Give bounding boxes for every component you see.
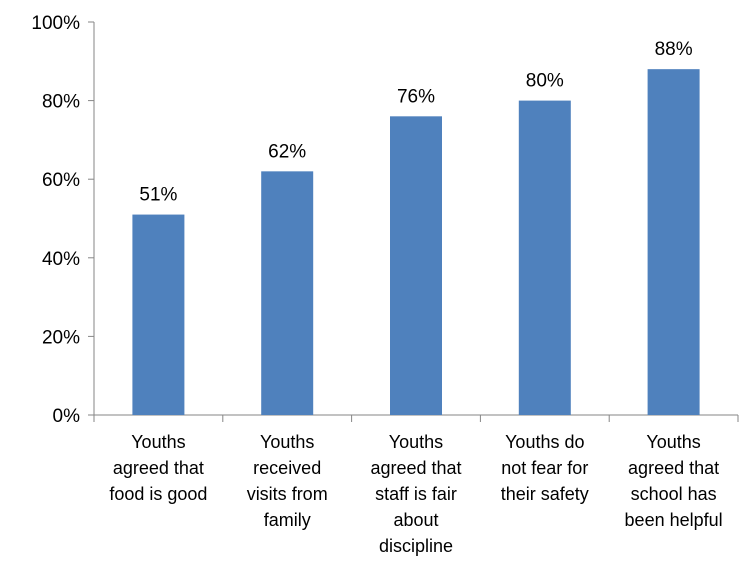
y-tick-label: 80% <box>42 92 80 113</box>
category-label-line: their safety <box>501 484 589 504</box>
data-label: 76% <box>397 86 435 107</box>
data-label: 51% <box>139 185 177 206</box>
category-label-line: Youths <box>646 432 700 452</box>
data-label: 80% <box>526 71 564 92</box>
category-label-line: Youths <box>389 432 443 452</box>
bar <box>261 171 314 415</box>
category-label-line: been helpful <box>625 510 723 530</box>
y-tick-label: 20% <box>42 327 80 348</box>
y-tick-label: 0% <box>53 406 81 427</box>
y-tick-label: 60% <box>42 170 80 191</box>
category-label-line: staff is fair <box>375 484 457 504</box>
data-label: 88% <box>655 39 693 60</box>
category-label-line: discipline <box>379 536 453 556</box>
x-axis <box>93 414 739 422</box>
category-label-line: school has <box>631 484 717 504</box>
bar <box>132 214 185 415</box>
category-labels: Youths agreed that food is good Youths recei… <box>109 432 722 556</box>
category-label-line: Youths <box>131 432 185 452</box>
category-label-line: family <box>264 510 311 530</box>
data-labels: 51% 62% 76% 80% 88% <box>139 39 692 205</box>
data-label: 62% <box>268 141 306 162</box>
y-tick-label: 100% <box>31 13 80 34</box>
y-axis: 0% 20% 40% 60% 80% 100% <box>31 13 95 427</box>
bar <box>390 116 442 415</box>
category-label-line: visits from <box>247 484 328 504</box>
bar <box>518 100 571 415</box>
category-label-line: agreed that <box>628 458 719 478</box>
category-label-line: agreed that <box>113 458 204 478</box>
category-label-line: food is good <box>109 484 207 504</box>
category-label-line: about <box>393 510 438 530</box>
category-label-line: Youths <box>260 432 314 452</box>
category-label-line: received <box>253 458 321 478</box>
category-label-line: not fear for <box>501 458 588 478</box>
bars <box>132 69 700 415</box>
y-tick-label: 40% <box>42 249 80 270</box>
category-label-line: agreed that <box>370 458 461 478</box>
bar <box>647 69 700 415</box>
category-label-line: Youths do <box>505 432 584 452</box>
